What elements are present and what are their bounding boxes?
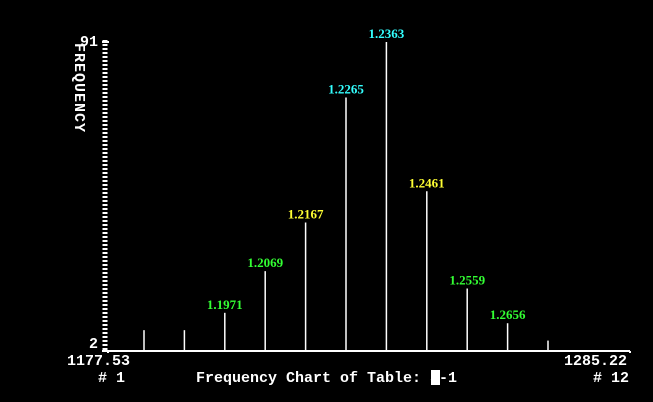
cursor xyxy=(431,370,440,385)
x-tick-label: 1177.53 xyxy=(67,353,130,370)
value-label: 1.1971 xyxy=(207,297,243,312)
value-label: 1.2363 xyxy=(369,26,405,41)
value-label: 1.2069 xyxy=(247,255,283,270)
bin-label: # 12 xyxy=(593,370,629,387)
value-label: 1.2461 xyxy=(409,175,445,190)
value-label: 1.2167 xyxy=(288,207,324,222)
value-label: 1.2559 xyxy=(449,272,485,287)
y-axis-label: FREQUENCY xyxy=(70,43,87,133)
bin-label: # 1 xyxy=(98,370,125,387)
x-tick-label: 1285.22 xyxy=(564,353,627,370)
value-label: 1.2265 xyxy=(328,82,364,97)
value-label: 1.2656 xyxy=(490,307,526,322)
y-tick-label: 2 xyxy=(89,336,98,353)
chart-title: Frequency Chart of Table: 5-1 xyxy=(196,370,457,387)
y-tick-label: 91 xyxy=(80,34,98,51)
